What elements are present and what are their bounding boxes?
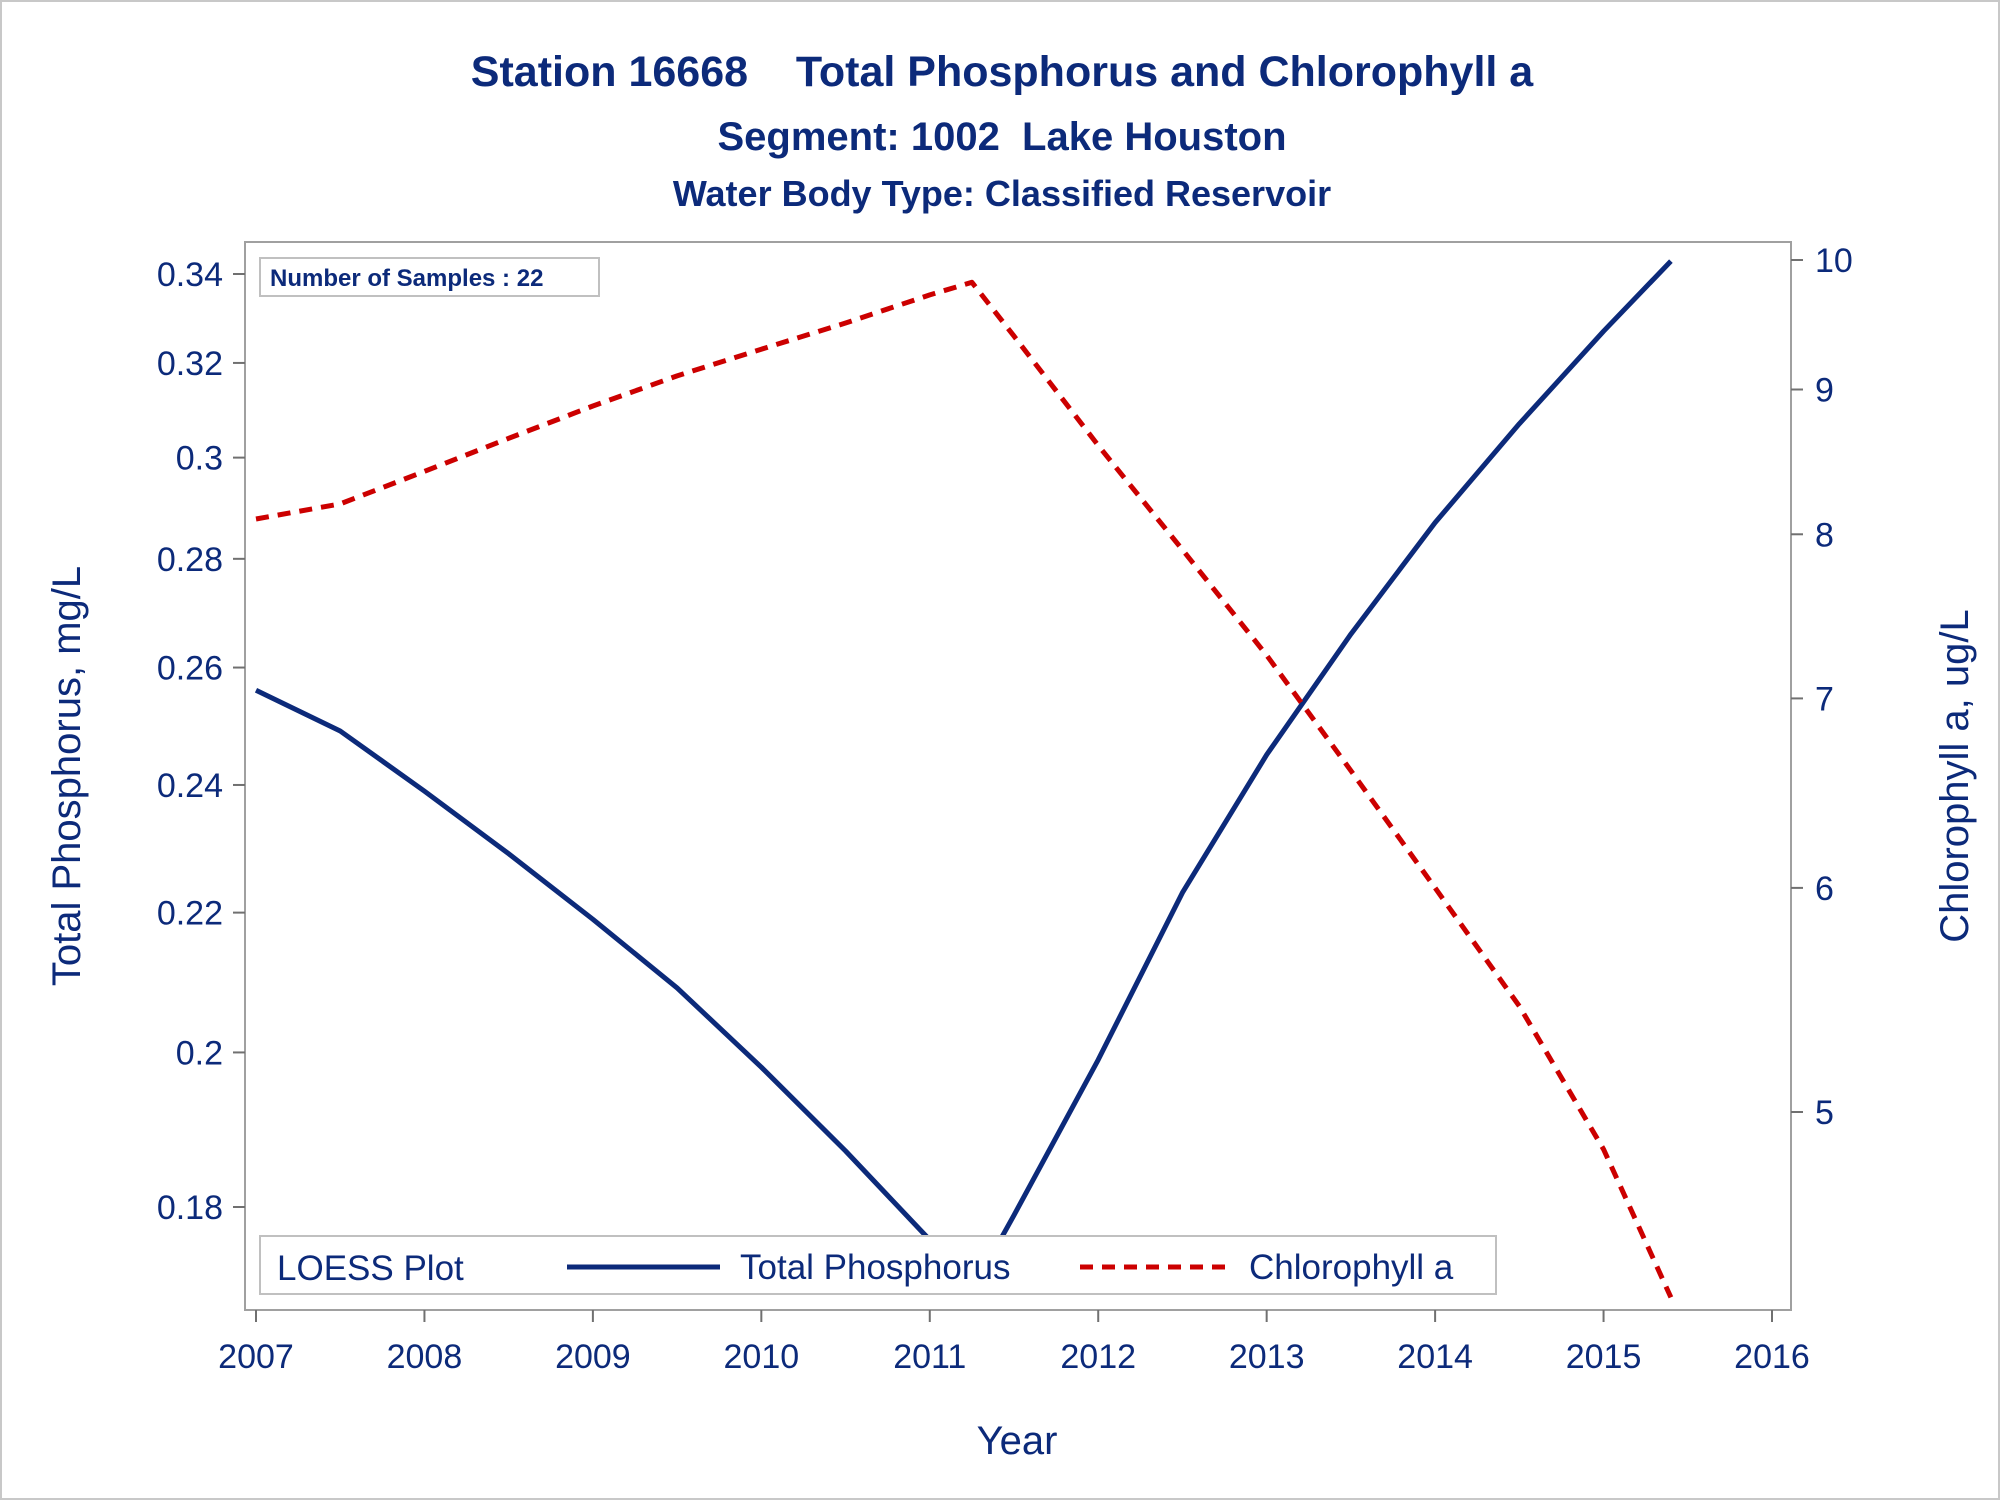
x-tick-label: 2012 [1060,1338,1136,1376]
legend-box [259,1235,1497,1295]
y-right-tick-label: 8 [1815,516,1834,554]
x-tick-label: 2016 [1734,1338,1810,1376]
y-left-tick-label: 0.18 [157,1189,223,1227]
y-right-tick-label: 5 [1815,1094,1834,1132]
y-right-tick-label: 7 [1815,680,1834,718]
x-tick-label: 2014 [1397,1338,1473,1376]
y-axis-left: 0.18 0.2 0.22 0.24 0.26 0.28 0.3 0.32 0.34 [157,256,245,1227]
plot-area [244,241,1792,1311]
x-axis: 2007 2008 2009 2010 2011 2012 2013 2014 2015 2016 [218,1309,1810,1376]
y-left-tick-label: 0.2 [176,1034,223,1072]
y-axis-label-left: Total Phosphorus, mg/L [45,566,89,986]
y-left-tick-label: 0.28 [157,541,223,579]
y-left-tick-label: 0.24 [157,767,223,805]
x-tick-label: 2013 [1229,1338,1305,1376]
chart-subtitle-2: Water Body Type: Classified Reservoir [673,173,1331,214]
y-right-tick-label: 9 [1815,372,1834,410]
legend-label-chlorophyll-a: Chlorophyll a [1249,1248,1454,1287]
legend-title: LOESS Plot [277,1249,464,1288]
y-left-tick-label: 0.34 [157,256,223,294]
y-right-tick-label: 10 [1815,242,1853,280]
x-axis-label: Year [977,1419,1058,1463]
y-axis-right: 5 6 7 8 9 10 [1791,242,1853,1132]
x-tick-label: 2008 [387,1338,463,1376]
inset-label: Number of Samples : 22 [270,265,543,292]
y-left-tick-label: 0.26 [157,650,223,688]
series-line-chlorophyll-a [255,279,1674,1299]
y-left-tick-label: 0.3 [176,440,223,478]
y-left-tick-label: 0.32 [157,345,223,383]
chart-title: Station 16668 Total Phosphorus and Chlor… [471,48,1534,96]
legend-label-total-phosphorus: Total Phosphorus [740,1248,1010,1287]
x-tick-label: 2007 [218,1338,294,1376]
y-left-tick-label: 0.22 [157,895,223,933]
y-axis-label-right: Chlorophyll a, ug/L [1933,609,1977,943]
y-right-tick-label: 6 [1815,870,1834,908]
x-tick-label: 2015 [1566,1338,1642,1376]
chart-subtitle: Segment: 1002 Lake Houston [717,115,1286,159]
x-tick-label: 2009 [555,1338,631,1376]
legend: LOESS Plot Total Phosphorus Chlorophyll … [259,1235,1497,1295]
inset-box [259,257,600,297]
x-tick-label: 2011 [893,1338,966,1376]
x-tick-label: 2010 [724,1338,800,1376]
